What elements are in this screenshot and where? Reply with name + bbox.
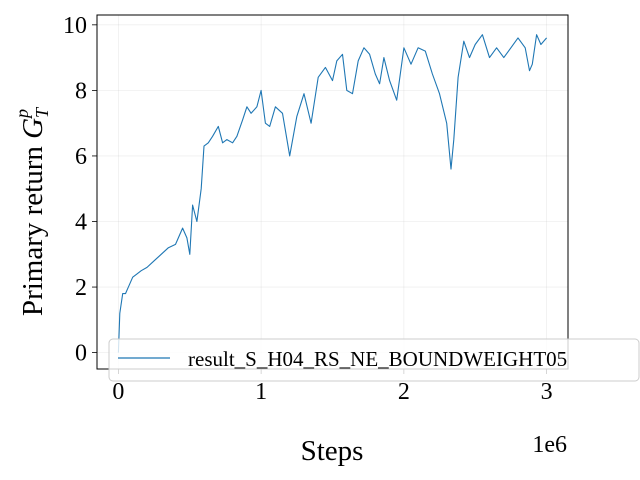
y-tick-label: 8 <box>75 78 87 104</box>
y-axis-symbol-sub: T <box>32 106 52 118</box>
y-axis-symbol-sup: p <box>12 109 32 120</box>
grid <box>97 15 568 369</box>
x-tick-label: 3 <box>541 379 553 405</box>
series-layer <box>117 34 548 353</box>
y-axis-label: Primary return GpT <box>12 106 52 316</box>
series-line <box>117 34 548 353</box>
x-tick-label: 1 <box>255 379 267 405</box>
y-tick-label: 0 <box>75 341 87 367</box>
x-tick-label: 0 <box>112 379 124 405</box>
svg-text:Primary return GpT: Primary return GpT <box>12 106 52 316</box>
y-axis-symbol: G <box>17 118 49 139</box>
x-axis-label: Steps <box>301 435 364 467</box>
y-tick-label: 2 <box>75 275 87 301</box>
x-tick-label: 2 <box>398 379 410 405</box>
y-tick-label: 6 <box>75 144 87 170</box>
legend: result_S_H04_RS_NE_BOUNDWEIGHT05 <box>108 338 640 382</box>
x-axis-offset-label: 1e6 <box>532 432 567 458</box>
y-tick-label: 10 <box>63 13 87 39</box>
legend-label: result_S_H04_RS_NE_BOUNDWEIGHT05 <box>188 347 567 371</box>
legend-box <box>108 338 640 382</box>
y-tick-label: 4 <box>75 210 87 236</box>
axis-ticks: 0 1 2 3 0 2 4 6 8 10 <box>63 13 553 405</box>
plot-frame <box>96 14 569 370</box>
y-axis-label-text: Primary return <box>17 146 49 316</box>
